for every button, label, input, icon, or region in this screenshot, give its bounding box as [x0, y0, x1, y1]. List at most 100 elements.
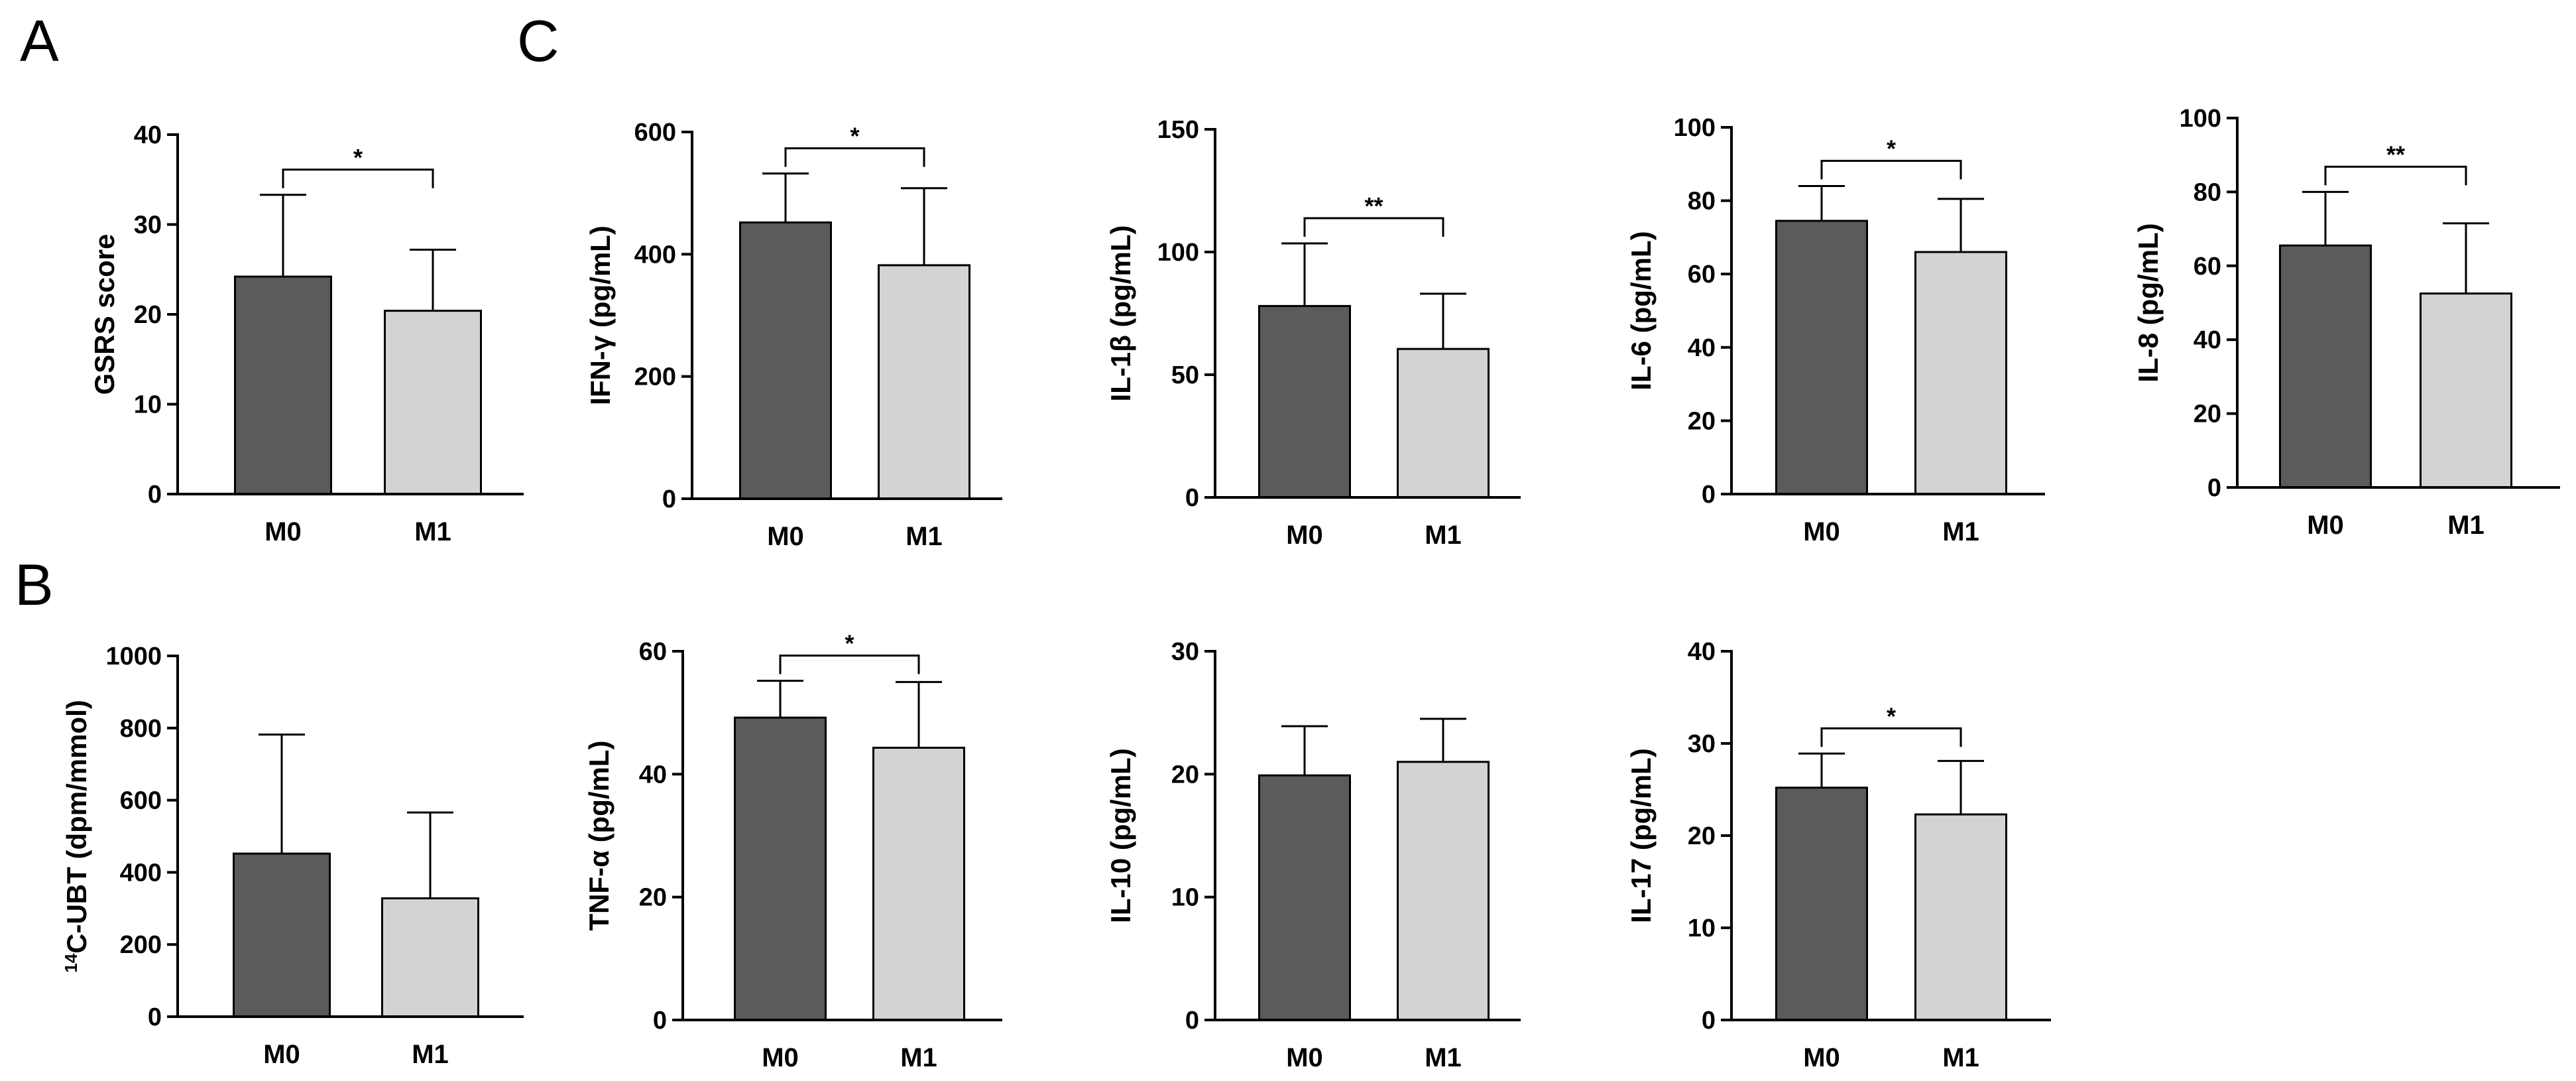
bar-m0 — [1775, 220, 1868, 495]
panel-label-b: B — [15, 552, 54, 617]
x-tick-label-m1: M1 — [906, 522, 943, 551]
chart-il1b: M0 M1 0 50 100 150 IL-1β (pg/mL) ** — [1105, 116, 1521, 550]
bar-m0 — [1258, 774, 1351, 1021]
bar-m1 — [1397, 761, 1490, 1021]
y-tick-label: 600 — [120, 787, 162, 815]
x-tick-label-m0: M0 — [263, 1040, 300, 1069]
x-tick-label-m1: M1 — [412, 1040, 449, 1069]
chart-il6: M0 M1 0 20 40 60 80 100 IL-6 (pg/mL) * — [1625, 114, 2045, 546]
y-tick-label: 150 — [1157, 116, 1199, 144]
y-axis-label: IFN-γ (pg/mL) — [585, 225, 616, 405]
y-tick-label: 0 — [148, 1003, 162, 1031]
bar-m0 — [233, 852, 331, 1018]
y-axis-label-main: C-UBT (dpm/mmol) — [61, 700, 92, 954]
y-tick-label: 40 — [1688, 334, 1716, 362]
x-tick-label-m0: M0 — [1286, 521, 1323, 550]
x-tick-label-m1: M1 — [414, 517, 451, 546]
y-tick-label: 10 — [1171, 884, 1199, 912]
significance-bracket — [282, 168, 434, 188]
y-tick-label: 40 — [1688, 638, 1716, 666]
chart-ifng: M0 M1 0 200 400 600 IFN-γ (pg/mL) * — [585, 119, 1002, 551]
y-axis-label-superscript: 14 — [61, 953, 81, 972]
significance-marker: * — [1887, 702, 1896, 730]
bar-m1 — [2420, 292, 2512, 489]
x-tick-label-m1: M1 — [2447, 511, 2485, 540]
y-tick-label: 50 — [1171, 361, 1199, 389]
significance-marker: ** — [1364, 192, 1383, 220]
x-tick-label-m1: M1 — [1425, 521, 1462, 550]
y-tick-label: 60 — [1688, 261, 1716, 288]
y-tick-label: 200 — [120, 931, 162, 959]
y-axis-label: 14C-UBT (dpm/mmol) — [61, 700, 92, 973]
y-tick-label: 0 — [1185, 484, 1199, 512]
y-axis-label: IL-1β (pg/mL) — [1105, 225, 1136, 402]
y-tick-label: 20 — [134, 301, 162, 329]
y-tick-label: 10 — [134, 391, 162, 419]
chart-il10: M0 M1 0 10 20 30 IL-10 (pg/mL) — [1105, 638, 1521, 1072]
bar-m1 — [384, 310, 482, 495]
bar-m0 — [739, 221, 832, 500]
y-tick-label: 0 — [662, 485, 676, 513]
y-tick-label: 0 — [148, 481, 162, 509]
y-tick-label: 40 — [2194, 326, 2221, 354]
y-axis-label: IL-10 (pg/mL) — [1105, 748, 1136, 923]
y-tick-label: 600 — [634, 119, 676, 147]
y-tick-label: 1000 — [105, 643, 162, 670]
y-tick-label: 20 — [1171, 761, 1199, 789]
y-axis-label: IL-8 (pg/mL) — [2133, 223, 2164, 382]
x-tick-label-m0: M0 — [1803, 1043, 1840, 1072]
y-tick-label: 800 — [120, 715, 162, 743]
y-tick-label: 60 — [639, 638, 667, 666]
significance-bracket — [779, 654, 920, 674]
chart-ubt: M0 M1 0 200 400 600 800 1000 14C-UBT (dpm/mmol) — [61, 643, 524, 1069]
y-axis-label: TNF-α (pg/mL) — [583, 740, 615, 930]
significance-marker: ** — [2386, 141, 2405, 168]
y-tick-label: 30 — [1171, 638, 1199, 666]
x-tick-label-m0: M0 — [1286, 1043, 1323, 1072]
y-axis-label: IL-17 (pg/mL) — [1625, 748, 1657, 923]
significance-bracket — [1820, 727, 1962, 747]
panel-label-a: A — [20, 8, 59, 74]
y-tick-label: 30 — [134, 212, 162, 239]
chart-gsrs: M0 M1 0 10 20 30 40 GSRS score * — [89, 121, 524, 546]
y-tick-label: 0 — [2207, 474, 2221, 502]
y-tick-label: 0 — [1185, 1007, 1199, 1035]
significance-marker: * — [353, 144, 363, 171]
significance-bracket — [1303, 217, 1444, 237]
y-tick-label: 400 — [120, 859, 162, 887]
significance-bracket — [2324, 165, 2467, 186]
y-tick-label: 0 — [1702, 481, 1716, 509]
y-tick-label: 30 — [1688, 730, 1716, 758]
bar-m1 — [872, 746, 965, 1021]
x-tick-label-m1: M1 — [1942, 1043, 1979, 1072]
bar-m0 — [1775, 787, 1868, 1021]
bar-m1 — [1914, 251, 2007, 495]
bar-m0 — [1258, 304, 1351, 499]
significance-marker: * — [1887, 135, 1896, 162]
y-tick-label: 10 — [1688, 915, 1716, 942]
y-tick-label: 40 — [134, 121, 162, 149]
x-tick-label-m1: M1 — [900, 1043, 937, 1072]
x-tick-label-m0: M0 — [264, 517, 302, 546]
x-tick-label-m0: M0 — [767, 522, 804, 551]
bar-m1 — [878, 264, 970, 500]
y-tick-label: 20 — [1688, 822, 1716, 850]
bar-m1 — [381, 897, 479, 1018]
significance-marker: * — [850, 123, 859, 150]
significance-bracket — [1820, 159, 1962, 180]
bar-m1 — [1397, 348, 1490, 499]
panel-label-c: C — [517, 8, 559, 74]
chart-il17: M0 M1 0 10 20 30 40 IL-17 (pg/mL) * — [1625, 638, 2051, 1072]
y-tick-label: 100 — [1157, 239, 1199, 267]
y-tick-label: 20 — [1688, 407, 1716, 435]
bar-m0 — [234, 275, 332, 495]
x-tick-label-m0: M0 — [762, 1043, 799, 1072]
bar-m0 — [734, 716, 827, 1021]
chart-il8: M0 M1 0 20 40 60 80 100 IL-8 (pg/mL) ** — [2133, 105, 2560, 540]
y-tick-label: 40 — [639, 761, 667, 789]
y-tick-label: 0 — [1702, 1007, 1716, 1035]
chart-tnfa: M0 M1 0 20 40 60 TNF-α (pg/mL) * — [583, 629, 1002, 1072]
y-tick-label: 20 — [2194, 401, 2221, 428]
